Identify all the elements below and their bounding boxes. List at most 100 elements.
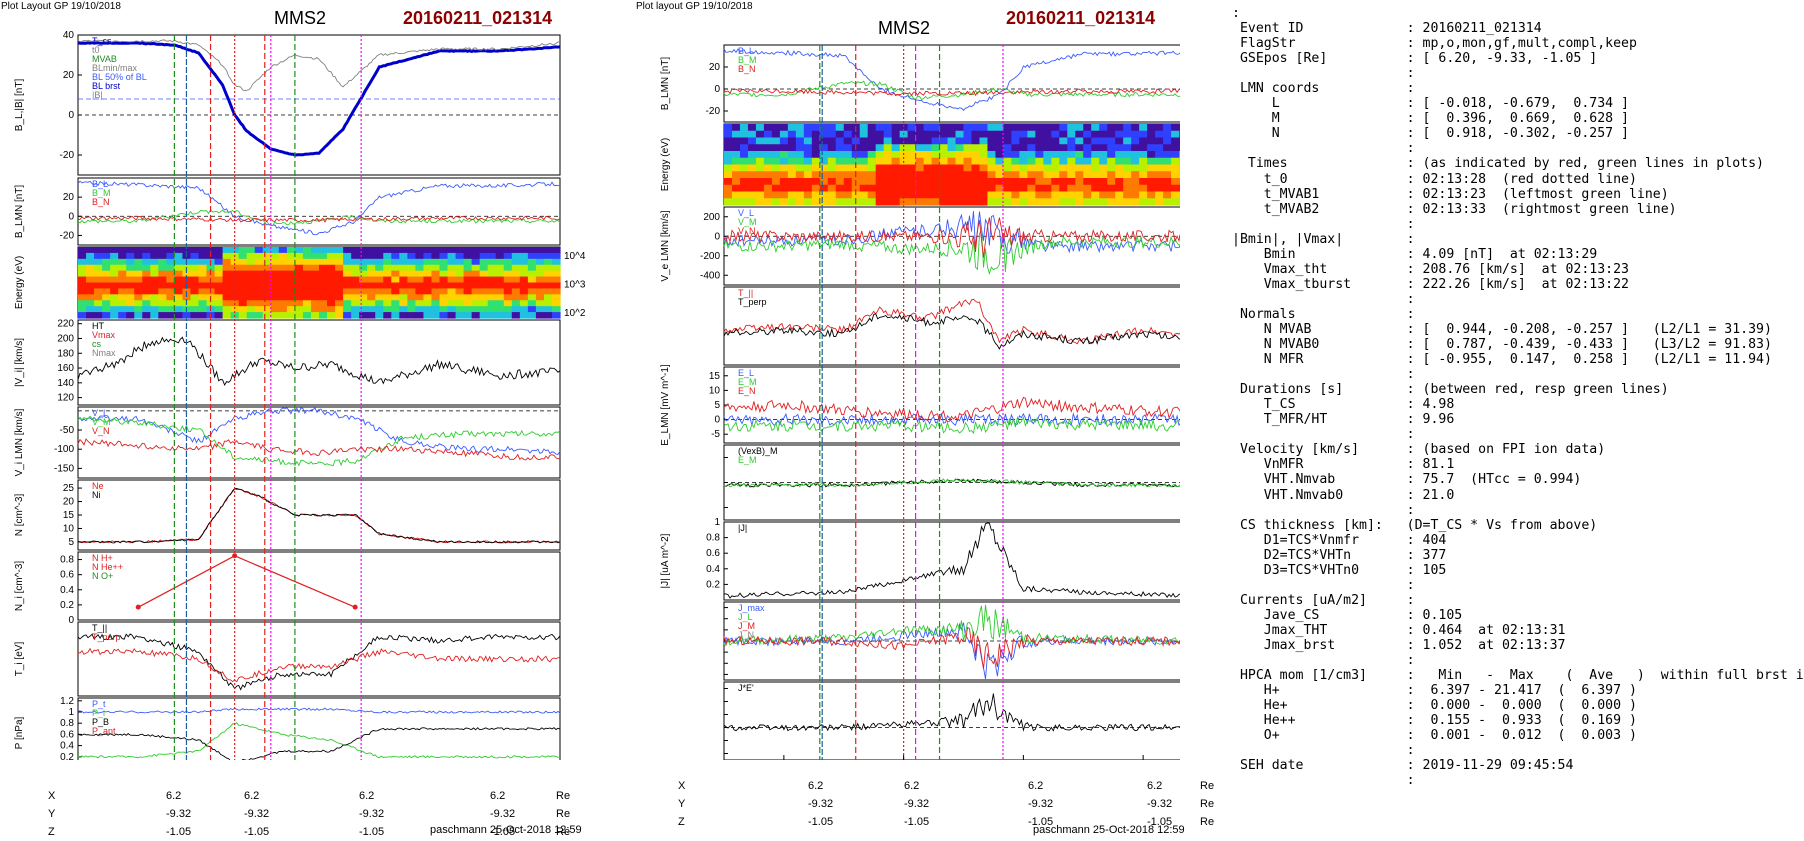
spectrogram-cell	[278, 300, 288, 307]
coord-unit: Re	[1200, 780, 1215, 792]
series-line	[723, 604, 1180, 646]
chart-panel: Energy (eV)10^410^310^210^1	[660, 123, 1180, 206]
spectrogram-cell	[86, 252, 95, 260]
summary-line: t_0 : 02:13:28 (red dotted line)	[1263, 171, 1637, 187]
coord-value: 6.2	[904, 780, 920, 792]
summary-line: VHT.Nmvab : 75.7 (HTcc = 0.994)	[1263, 472, 1582, 488]
spectrogram-cell	[527, 252, 537, 260]
chart-panel: T_e [eV]T_||T_perp	[723, 286, 1180, 366]
spectrogram-cell	[875, 178, 885, 186]
y-tick-label: 0.8	[60, 718, 74, 729]
spectrogram-cell	[1179, 184, 1180, 193]
spectrogram-cell	[455, 288, 465, 295]
spectrogram-cell	[731, 151, 741, 159]
spectrogram-cell	[971, 178, 981, 186]
spectrogram-cell	[1011, 157, 1020, 166]
spectrogram-cell	[747, 191, 757, 199]
right-footer: paschmann 25-Oct-2018 12:59	[1033, 824, 1185, 836]
spectrogram-cell	[214, 300, 224, 307]
spectrogram-cell	[391, 294, 400, 301]
spectrogram-cell	[407, 276, 416, 284]
series-line	[77, 647, 561, 683]
spectrogram-cell	[102, 306, 111, 313]
spectrogram-cell	[399, 300, 408, 307]
spectrogram-cell	[1139, 178, 1148, 186]
spectrogram-cell	[286, 252, 296, 260]
y-tick-label: 1	[714, 517, 720, 528]
spectrogram-cell	[1163, 157, 1172, 166]
summary-line: SEH date : 2019-11-29 09:45:54	[1239, 758, 1574, 774]
spectrogram-cell	[1179, 157, 1180, 166]
y-tick-label: 160	[57, 363, 74, 374]
spectrogram-cell	[907, 151, 917, 159]
spectrogram-cell	[747, 178, 757, 186]
spectrogram-cell	[118, 282, 127, 290]
spectrogram-cell	[150, 247, 159, 254]
spectrogram-cell	[971, 151, 981, 159]
spectrogram-cell	[166, 312, 175, 319]
spectrogram-cell	[198, 282, 208, 290]
legend-entry: J*E'	[738, 683, 754, 693]
spectrogram-cell	[971, 164, 981, 172]
spectrogram-cell	[278, 294, 288, 301]
spectrogram-cell	[779, 137, 789, 145]
summary-line: N MVAB0 : [ 0.787, -0.439, -0.433 ] (L3/…	[1263, 337, 1772, 353]
spectrogram-cell	[158, 300, 167, 307]
spectrogram-cell	[763, 191, 773, 199]
spectrogram-cell	[787, 171, 797, 179]
coord-unit: Re	[556, 808, 571, 820]
spectrogram-cell	[955, 130, 965, 139]
spectrogram-cell	[867, 198, 877, 206]
spectrogram-cell	[479, 306, 489, 313]
spectrogram-cell	[1099, 157, 1108, 166]
spectrogram-cell	[811, 171, 821, 179]
spectrogram-cell	[415, 294, 425, 301]
spectrogram-cell	[359, 247, 368, 254]
spectrogram-cell	[190, 270, 200, 278]
spectrogram-cell	[102, 258, 111, 266]
summary-line: FlagStr : mp,o,mon,gf,mult,compl,keep	[1239, 36, 1637, 52]
spectrogram-cell	[1059, 144, 1068, 152]
spectrogram-cell	[1043, 124, 1052, 132]
spectrogram-cell	[447, 288, 457, 295]
spectrogram-cell	[222, 288, 232, 295]
spectrogram-cell	[230, 306, 240, 313]
spectrogram-cell	[1131, 178, 1140, 186]
spectrogram-cell	[1147, 184, 1156, 193]
spectrogram-cell	[415, 306, 425, 313]
spectrogram-cell	[875, 191, 885, 199]
spectrogram-cell	[899, 184, 909, 193]
spectrogram-cell	[423, 264, 433, 272]
spectrogram-cell	[246, 300, 256, 307]
spectrogram-cell	[1107, 191, 1116, 199]
spectrogram-cell	[1115, 164, 1124, 172]
spectrogram-cell	[343, 258, 352, 266]
coord-value: -1.05	[166, 826, 192, 838]
spectrogram-cell	[222, 258, 232, 266]
legend-entry: B_M	[92, 188, 111, 198]
spectrogram-cell	[471, 270, 481, 278]
y-tick-label: -400	[700, 270, 720, 281]
spectrogram-cell	[375, 276, 384, 284]
y-tick-label: 0.2	[60, 600, 74, 611]
spectrogram-cell	[423, 288, 433, 295]
spectrogram-cell	[724, 151, 733, 159]
summary-line: L : [ -0.018, -0.679, 0.734 ]	[1271, 96, 1629, 112]
spectrogram-cell	[859, 171, 869, 179]
spectrogram-cell	[479, 258, 489, 266]
spectrogram-cell	[519, 270, 529, 278]
spectrogram-cell	[439, 270, 449, 278]
spectrogram-cell	[1035, 130, 1044, 139]
spectrogram-cell	[286, 247, 296, 254]
spectrogram-cell	[310, 252, 320, 260]
spectrogram-cell	[963, 171, 973, 179]
spectrogram-cell	[1131, 164, 1140, 172]
spectrogram-cell	[246, 258, 256, 266]
spectrogram-cell	[543, 306, 553, 313]
coord-row-label: Z	[678, 816, 685, 828]
spectrogram-cell	[939, 157, 949, 166]
spectrogram-cell	[294, 312, 304, 319]
spectrogram-cell	[771, 157, 781, 166]
spectrogram-cell	[939, 124, 949, 132]
spectrogram-cell	[254, 282, 264, 290]
